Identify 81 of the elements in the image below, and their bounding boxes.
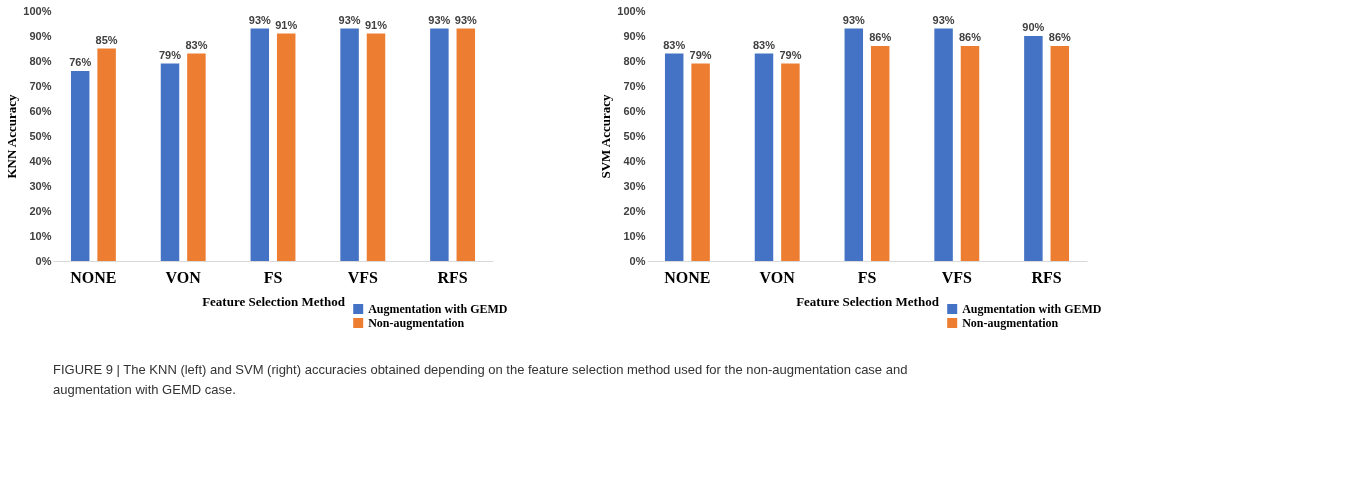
bar: [754, 53, 774, 261]
data-label: 79%: [158, 48, 182, 61]
x-tick-label: RFS: [437, 268, 468, 286]
y-tick-label: 0%: [35, 254, 52, 267]
data-label: 93%: [338, 13, 361, 26]
bar: [366, 33, 386, 261]
x-tick-label: NONE: [664, 268, 711, 286]
bar: [1024, 36, 1043, 261]
data-label: 93%: [248, 13, 272, 26]
bar: [781, 63, 800, 261]
data-label: 93%: [932, 13, 955, 26]
legend-label: Augmentation with GEMD: [368, 302, 508, 316]
y-axis-title: KNN Accuracy: [4, 93, 20, 179]
bar: [960, 46, 980, 261]
y-tick-label: 10%: [623, 229, 646, 242]
data-label: 85%: [95, 33, 118, 46]
y-tick-label: 100%: [23, 4, 52, 17]
bar: [276, 33, 296, 261]
x-tick-label: VFS: [941, 268, 973, 286]
x-tick-label: FS: [263, 268, 283, 286]
y-tick-label: 30%: [623, 179, 646, 192]
data-label: 86%: [869, 31, 892, 43]
x-tick-label: VON: [759, 268, 796, 286]
data-label: 86%: [958, 31, 982, 43]
bar: [187, 53, 206, 261]
legend-label: Non-augmentation: [962, 316, 1059, 330]
y-tick-label: 60%: [623, 104, 646, 117]
y-tick-label: 30%: [29, 179, 52, 192]
data-label: 76%: [69, 56, 92, 68]
y-tick-label: 90%: [29, 29, 52, 42]
y-tick-label: 80%: [29, 54, 52, 67]
data-label: 86%: [1048, 31, 1072, 43]
bar: [97, 48, 116, 261]
y-tick-label: 60%: [29, 104, 52, 117]
y-axis-title: SVM Accuracy: [598, 93, 614, 179]
y-tick-label: 40%: [29, 154, 52, 167]
bar: [70, 71, 90, 261]
bar: [250, 28, 270, 261]
legend-label: Non-augmentation: [368, 316, 465, 330]
data-label: 91%: [275, 18, 298, 31]
y-tick-label: 0%: [629, 254, 646, 267]
x-axis-title: Feature Selection Method: [202, 293, 346, 309]
x-axis-title: Feature Selection Method: [796, 293, 940, 309]
y-tick-label: 100%: [617, 4, 646, 17]
data-label: 93%: [842, 13, 866, 26]
bar: [160, 63, 180, 261]
x-tick-label: VON: [165, 268, 202, 286]
data-label: 91%: [364, 18, 388, 31]
data-label: 93%: [428, 13, 451, 26]
y-tick-label: 50%: [29, 129, 52, 142]
y-tick-label: 10%: [29, 229, 52, 242]
bar: [934, 28, 953, 261]
y-tick-label: 70%: [29, 79, 52, 92]
x-tick-label: FS: [857, 268, 877, 286]
bar: [664, 53, 684, 261]
y-tick-label: 70%: [623, 79, 646, 92]
data-label: 93%: [454, 13, 478, 26]
x-tick-label: RFS: [1031, 268, 1062, 286]
bar: [691, 63, 710, 261]
data-label: 90%: [1022, 21, 1045, 33]
data-label: 79%: [689, 48, 712, 61]
caption: FIGURE 9 | The KNN (left) and SVM (right) accuracies obtained depending on the feature selection method used for the non-augmentation case and augmentation with GEMD case.: [53, 362, 908, 397]
x-tick-label: NONE: [70, 268, 117, 286]
y-tick-label: 50%: [623, 129, 646, 142]
y-tick-label: 20%: [29, 204, 52, 217]
bar: [430, 28, 449, 261]
bar: [340, 28, 359, 261]
bar: [870, 46, 890, 261]
y-tick-label: 40%: [623, 154, 646, 167]
bar: [1050, 46, 1070, 261]
legend-label: Augmentation with GEMD: [962, 302, 1102, 316]
y-tick-label: 80%: [623, 54, 646, 67]
x-tick-label: VFS: [347, 268, 379, 286]
y-tick-label: 20%: [623, 204, 646, 217]
data-label: 79%: [779, 48, 802, 61]
bar: [456, 28, 476, 261]
data-label: 83%: [185, 38, 208, 51]
data-label: 83%: [752, 38, 776, 51]
bar: [844, 28, 864, 261]
data-label: 83%: [663, 38, 686, 51]
y-tick-label: 90%: [623, 29, 646, 42]
